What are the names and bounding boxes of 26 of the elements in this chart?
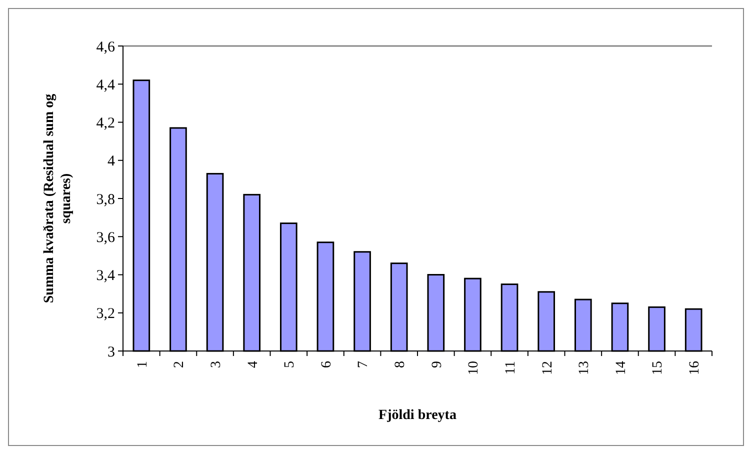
y-axis-title: Summa kvaðrata (Residual sum og squares) — [42, 94, 74, 304]
y-tick-label: 3,8 — [96, 192, 115, 208]
y-tick-label: 4,6 — [96, 39, 116, 56]
y-tick-label: 3,4 — [96, 268, 116, 284]
x-tick-label: 14 — [614, 361, 629, 375]
y-tick-label: 3,2 — [96, 306, 115, 322]
x-tick-label: 4 — [246, 361, 261, 368]
x-tick-label: 1 — [135, 361, 150, 368]
x-tick-label: 15 — [650, 361, 666, 375]
x-tick-label: 5 — [282, 361, 298, 368]
x-tick-label: 8 — [392, 361, 408, 368]
x-tick-label: 12 — [540, 361, 556, 375]
y-tick-label: 3,6 — [96, 230, 116, 246]
x-tick-label: 11 — [503, 361, 518, 374]
x-tick-label: 2 — [172, 361, 188, 368]
y-tick-label: 4,2 — [96, 116, 115, 132]
x-tick-label: 10 — [466, 361, 482, 375]
y-tick-label: 4 — [108, 154, 116, 170]
x-tick-label: 9 — [430, 361, 445, 368]
x-tick-label: 6 — [319, 361, 334, 368]
x-tick-label: 7 — [356, 361, 372, 368]
y-tick-label: 4,4 — [96, 77, 116, 94]
x-tick-label: 16 — [687, 361, 702, 375]
x-axis-title: Fjöldi breyta — [378, 408, 456, 423]
x-tick-label: 13 — [577, 361, 592, 375]
x-tick-label: 3 — [208, 361, 224, 368]
